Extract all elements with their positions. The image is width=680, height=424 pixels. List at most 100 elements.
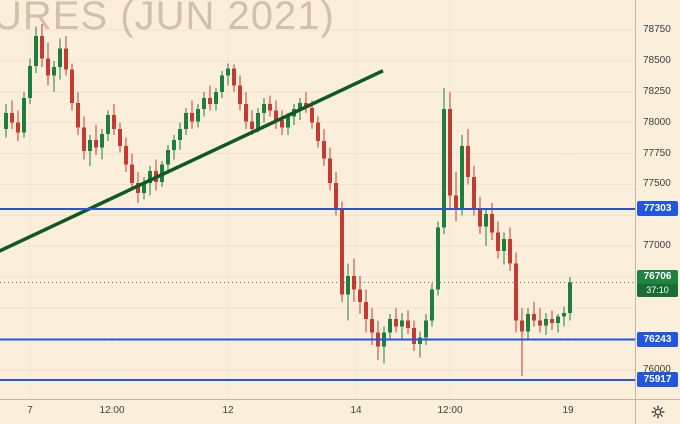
candle-body — [178, 128, 182, 140]
candle-body — [562, 312, 566, 317]
candle-body — [238, 85, 242, 105]
candle-body — [100, 133, 104, 148]
candle-body — [430, 289, 434, 321]
price-tick-label: 78000 — [643, 116, 671, 128]
candle-body — [328, 158, 332, 184]
candle-body — [454, 195, 458, 210]
candle-body — [286, 116, 290, 128]
candle-body — [4, 112, 8, 129]
candle-body — [70, 69, 74, 103]
candle-body — [22, 97, 26, 133]
candle-body — [148, 170, 152, 184]
candle-body — [166, 149, 170, 165]
trendline[interactable] — [0, 69, 384, 254]
candle-body — [406, 320, 410, 328]
axis-settings-button[interactable] — [635, 399, 680, 424]
candle-body — [196, 109, 200, 122]
time-tick-label: 7 — [27, 405, 33, 416]
gear-icon — [651, 405, 665, 419]
candle-body — [508, 238, 512, 264]
candle-body — [484, 214, 488, 227]
candle-body — [88, 139, 92, 152]
price-axis[interactable]: 76706 37:10 78750 78500 78250 78000 77750 775… — [635, 0, 680, 400]
candle-body — [10, 112, 14, 123]
candle-body — [370, 319, 374, 333]
candle-body — [538, 320, 542, 326]
candle-body — [268, 104, 272, 111]
candle-body — [202, 97, 206, 110]
candle-body — [46, 58, 50, 76]
candle-body — [34, 36, 38, 66]
price-tick-label: 77750 — [643, 147, 671, 159]
candle-body — [232, 68, 236, 86]
candle-body — [250, 121, 254, 129]
candle-body — [310, 107, 314, 123]
candle-body — [112, 115, 116, 129]
candle-body — [502, 238, 506, 252]
candle-body — [514, 263, 518, 321]
candle-body — [208, 97, 212, 105]
price-level-label[interactable]: 75917 — [637, 372, 678, 387]
price-tick-label: 78750 — [643, 24, 671, 35]
candle-body — [262, 104, 266, 113]
candle-body — [118, 128, 122, 147]
candle-body — [334, 183, 338, 208]
time-tick-label: 19 — [562, 405, 574, 416]
candle-body — [364, 301, 368, 320]
candle-body — [520, 320, 524, 332]
time-tick-label: 12:00 — [99, 405, 125, 416]
candle-body — [64, 48, 68, 70]
price-tick-label: 78500 — [643, 54, 671, 66]
price-level-label[interactable]: 77303 — [637, 200, 678, 216]
candle-body — [340, 207, 344, 295]
candle-body — [256, 112, 260, 129]
candle-body — [76, 102, 80, 128]
candle-body — [556, 316, 560, 323]
candle-body — [466, 146, 470, 178]
bar-countdown: 37:10 — [637, 283, 678, 297]
candle-body — [568, 282, 572, 313]
candle-body — [214, 91, 218, 105]
candle-body — [544, 319, 548, 326]
candle-body — [478, 207, 482, 227]
candle-body — [142, 183, 146, 194]
candle-body — [532, 314, 536, 321]
price-tick-label: 77500 — [643, 178, 671, 190]
candle-body — [16, 122, 20, 133]
candlestick-chart[interactable] — [0, 0, 636, 400]
candle-body — [106, 115, 110, 134]
candle-body — [130, 164, 134, 184]
candle-body — [550, 319, 554, 323]
candle-body — [220, 75, 224, 92]
symbol-watermark: URES (JUN 2021) — [0, 0, 335, 38]
time-tick-label: 12:00 — [437, 405, 463, 416]
candle-body — [394, 319, 398, 327]
candle-body — [388, 319, 392, 333]
candle-body — [274, 110, 278, 121]
candle-body — [472, 177, 476, 208]
candle-body — [124, 146, 128, 165]
price-tick-label: 76000 — [643, 363, 671, 375]
candle-body — [40, 36, 44, 59]
candle-body — [400, 320, 404, 327]
current-price-label[interactable]: 76706 37:10 — [637, 269, 678, 297]
candle-body — [316, 122, 320, 142]
candle-body — [190, 112, 194, 122]
candle-body — [52, 67, 56, 76]
time-tick-label: 14 — [350, 405, 362, 416]
candle-body — [526, 314, 530, 332]
candle-body — [442, 109, 446, 228]
candle-body — [226, 68, 230, 76]
candle-body — [490, 214, 494, 233]
price-tick-label: 77000 — [643, 240, 671, 252]
time-axis[interactable]: 7 12:00 12 14 12:00 19 — [0, 399, 636, 424]
candle-body — [298, 102, 302, 110]
candle-body — [244, 104, 248, 122]
candle-body — [460, 146, 464, 210]
candle-body — [436, 227, 440, 290]
candle-body — [28, 65, 32, 98]
candle-body — [82, 127, 86, 152]
price-level-label[interactable]: 76243 — [637, 331, 678, 347]
candle-body — [136, 183, 140, 194]
candle-body — [94, 139, 98, 148]
